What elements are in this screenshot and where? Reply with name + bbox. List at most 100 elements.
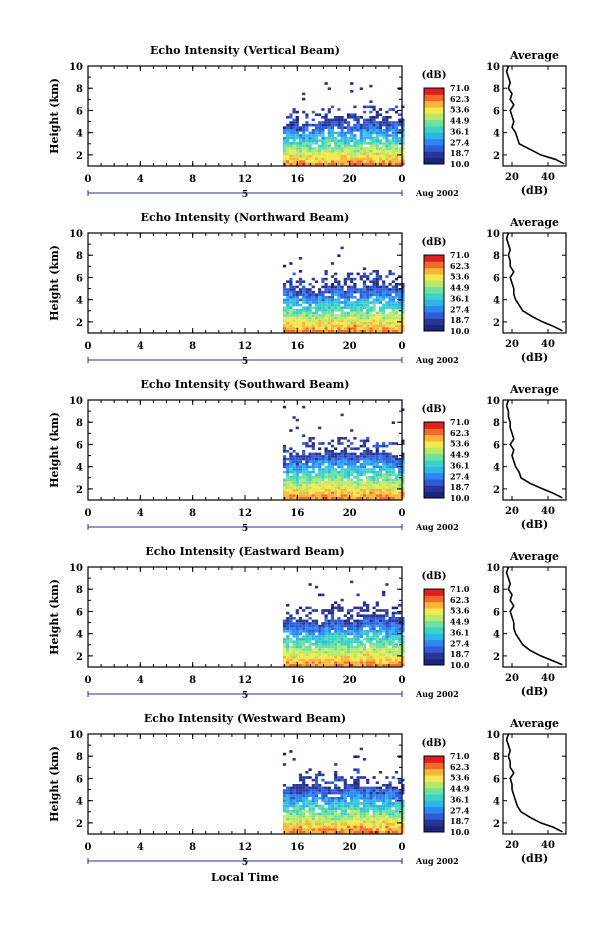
heatmap-cell [401,645,405,649]
heatmap-cell [366,468,370,471]
heatmap-cell [362,786,367,790]
heatmap-cell [330,781,335,784]
heatmap-cell [372,661,376,664]
heatmap-cell [334,637,338,641]
heatmap-cell [378,830,383,834]
heatmap-cell [391,144,395,148]
heatmap-cell [330,606,335,610]
heatmap-cell [308,823,312,826]
colorbar-tick-label: 36.1 [450,627,469,637]
heatmap-cell [289,262,293,265]
heatmap-cell [366,812,370,816]
heatmap-cell [398,155,402,158]
heatmap-cell [337,812,341,816]
heatmap-cell [401,306,405,309]
heatmap-cell [311,442,315,445]
heatmap-cell [292,108,296,111]
heatmap-cell [366,483,370,487]
heatmap-cell [324,465,328,469]
heatmap-cell [330,298,335,302]
heatmap-cell [321,319,325,322]
heatmap-cell [362,630,367,633]
heatmap-cell [295,142,299,145]
heatmap-cell [356,123,360,127]
heatmap-cell [327,624,331,628]
heatmap-cell [292,496,296,500]
heatmap-cell [359,653,363,656]
heatmap-cell [343,152,347,155]
colorbar-tick-label: 10.0 [450,827,470,837]
colorbar-tick-label: 36.1 [450,293,469,303]
heatmap-cell [305,129,309,132]
heatmap-cells [282,246,405,333]
heatmap-cell [321,306,325,309]
heatmap-cell [314,609,319,612]
heatmap-cell [346,494,351,497]
colorbar-tick-label: 27.4 [450,638,470,648]
colorbar-tick-label: 18.7 [450,649,469,659]
heatmap-cell [394,799,399,803]
heatmap-cell [356,486,360,489]
heatmap-cell [337,653,341,656]
heatmap-cell [353,802,357,805]
heatmap-cell [305,804,309,808]
heatmap-cell [286,324,290,328]
heatmap-cell [289,136,293,140]
heatmap-cell [391,637,395,641]
heatmap-cell [350,810,354,813]
heatmap-cell [327,643,331,646]
heatmap-cell [282,825,287,829]
heatmap-cell [378,329,383,333]
heatmap-cell [302,131,306,135]
heatmap-cell [394,486,399,489]
heatmap-cell [308,470,312,474]
heatmap-cell [375,452,379,456]
heatmap-cell [372,316,376,320]
heatmap-cell [346,632,351,636]
heatmap-cell [369,645,373,649]
colorbar-title: (dB) [422,571,447,582]
heatmap-cell [378,491,383,495]
heatmap-cell [321,663,325,667]
heatmap-cell [398,815,402,818]
heatmap-cell [314,327,319,330]
heatmap-cell [340,118,344,122]
heatmap-cell [337,604,341,607]
heatmap-cell [388,799,392,803]
heatmap-cell [372,656,376,659]
x-tick-label: 12 [238,675,252,686]
heatmap-cell [385,663,389,667]
heatmap-cell [366,804,370,808]
heatmap-cell [391,791,395,795]
heatmap-cell [391,617,395,620]
heatmap-cell [295,463,299,466]
heatmap-cell [289,280,293,283]
heatmap-cell [378,457,383,461]
heatmap-cell [289,301,293,304]
heatmap-cell [346,277,351,281]
heatmap-cell [302,804,306,808]
heatmap-cell [302,327,306,330]
x-tick-label: 4 [137,174,144,185]
heatmap-cell [321,277,325,281]
heatmap-cell [356,658,360,662]
heatmap-cell [350,794,354,797]
heatmap-cell [292,817,296,821]
heatmap-cell [356,637,360,641]
heatmap-cell [362,828,367,831]
heatmap-cell [372,298,376,302]
heatmap-cell [398,478,402,482]
heatmap-cell [391,786,395,790]
heatmap-cell [372,810,376,813]
heatmap-cell [401,627,405,630]
heatmap-cell [369,329,373,333]
heatmap-cell [305,481,309,484]
heatmap-cell [311,157,315,161]
heatmap-cell [350,622,354,625]
heatmap-cell [375,794,379,797]
colorbar-tick-label: 36.1 [450,460,469,470]
heatmap-cell [353,486,357,489]
heatmap-cell [311,791,315,795]
heatmap-cell [372,147,376,150]
heatmap-cell [314,799,319,803]
